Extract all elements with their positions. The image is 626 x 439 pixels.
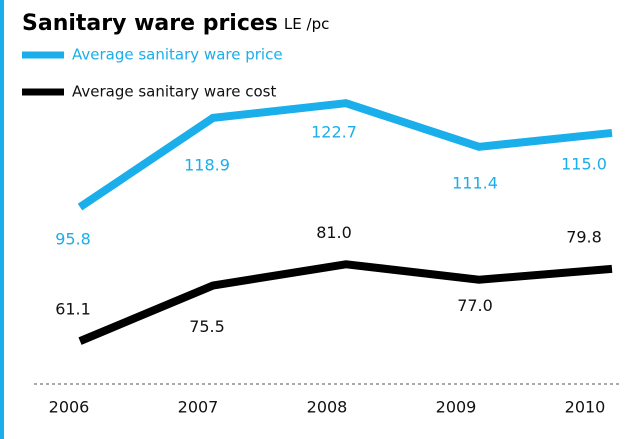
data-label: 111.4 [452, 173, 498, 192]
data-label: 77.0 [457, 296, 493, 315]
data-label: 95.8 [55, 230, 91, 249]
data-label: 122.7 [311, 123, 357, 142]
line [77, 99, 613, 211]
x-tick-label: 2009 [436, 398, 477, 417]
chart-subtitle: LE /pc [284, 15, 329, 33]
chart-title-group: Sanitary ware prices LE /pc [22, 11, 329, 36]
data-label: 115.0 [561, 154, 607, 173]
x-tick-label: 2006 [49, 398, 90, 417]
side-bar [0, 0, 4, 439]
line [78, 260, 613, 345]
data-label: 118.9 [184, 155, 230, 174]
x-tick-label: 2010 [565, 398, 606, 417]
x-tick-label: 2007 [178, 398, 219, 417]
x-tick-label: 2008 [307, 398, 348, 417]
chart-title: Sanitary ware prices [22, 11, 278, 36]
data-label: 75.5 [189, 317, 225, 336]
legend-label: Average sanitary ware price [72, 46, 283, 64]
data-label: 61.1 [55, 300, 91, 319]
data-label: 79.8 [566, 227, 602, 246]
data-label: 81.0 [316, 223, 352, 242]
legend-label: Average sanitary ware cost [72, 83, 276, 101]
